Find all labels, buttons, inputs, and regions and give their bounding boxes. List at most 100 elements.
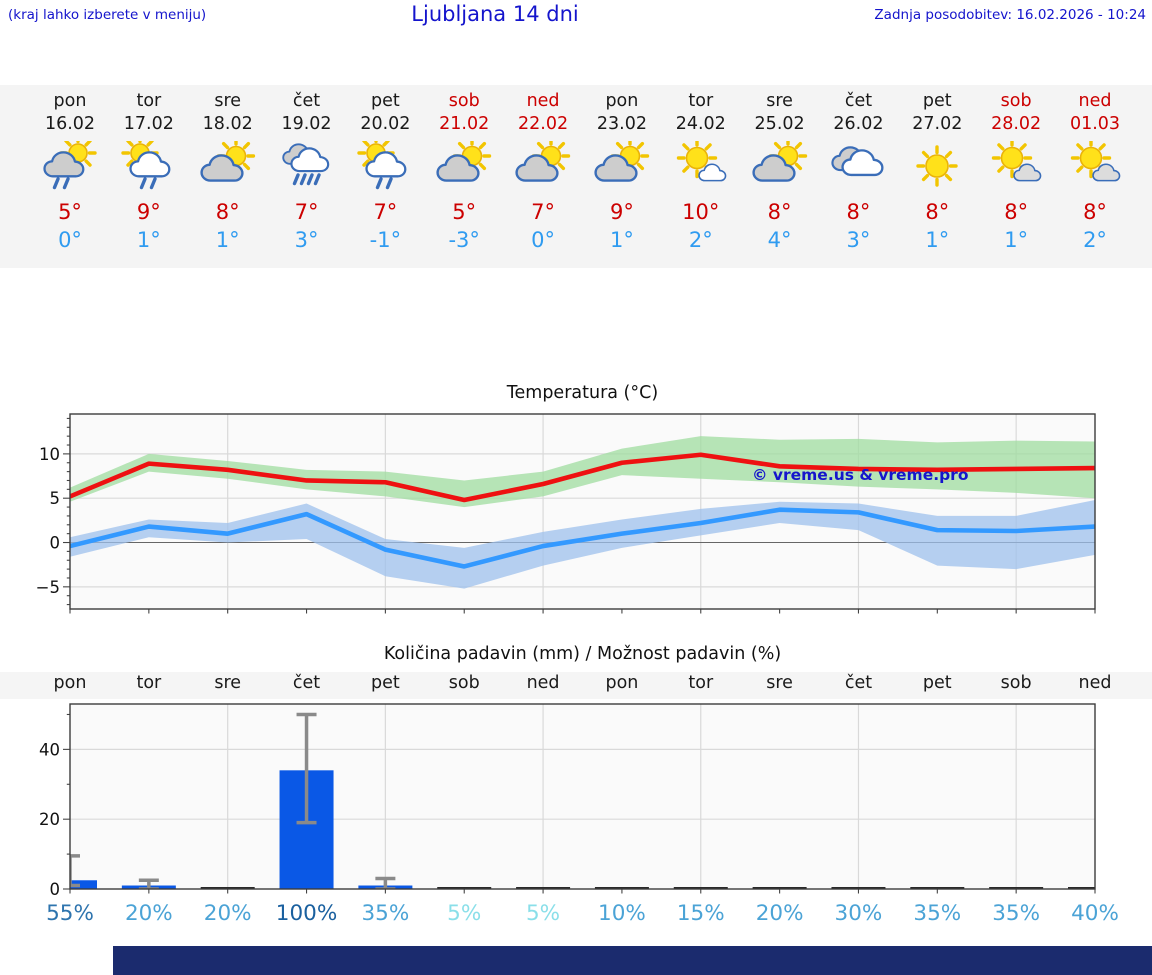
forecast-day: ned 01.03 8° 2° xyxy=(1052,90,1138,254)
day-name: pet xyxy=(922,91,952,111)
day-date: 22.02 xyxy=(518,114,569,134)
weather-icon-cell xyxy=(894,141,980,193)
day-name: tor xyxy=(688,91,714,111)
precip-day-labels: pon tor sre čet pet sob ned pon tor sre čet pet sob n… xyxy=(0,672,1152,699)
weather-icon-cell xyxy=(185,136,271,193)
precip-day-label: tor xyxy=(688,673,714,693)
precip-probability: 35% xyxy=(913,901,962,926)
day-name: čet xyxy=(844,91,873,111)
precip-probability: 5% xyxy=(447,901,482,926)
forecast-day: čet 26.02 8° 3° xyxy=(815,90,901,254)
day-name: ned xyxy=(1078,91,1112,111)
weather-icon-cell xyxy=(421,136,507,193)
precip-day-label: čet xyxy=(844,673,873,693)
precipitation-chart-title: Količina padavin (mm) / Možnost padavin … xyxy=(383,644,782,664)
day-name: sre xyxy=(214,91,242,111)
forecast-day: sre 25.02 8° 4° xyxy=(737,90,823,254)
forecast-day: pon 16.02 5° 0° xyxy=(27,90,113,254)
precip-probability: 20% xyxy=(755,901,804,926)
sun-smallcloud-gray-icon xyxy=(991,137,1042,182)
day-name: sre xyxy=(766,91,793,111)
precip-day-label: sre xyxy=(766,673,793,693)
temp-max: 10° xyxy=(682,200,720,224)
sun-cloud-gray-icon xyxy=(752,136,807,182)
precip-probability-row: 55% 20% 20% 100% 35% 5% 5% 10% 15% 20% 30% 35% 35% 40… xyxy=(0,901,1152,931)
temperature-chart: © vreme.us & vreme.pro −5 0 5 10 xyxy=(0,408,1152,618)
day-name: čet xyxy=(292,91,321,111)
weather-icon-cell xyxy=(815,141,901,193)
forecast-day: sob 21.02 5° -3° xyxy=(421,90,507,254)
day-date: 16.02 xyxy=(44,114,96,134)
weather-icon-cell xyxy=(1052,137,1138,193)
temperature-chart-title: Temperatura (°C) xyxy=(506,383,659,403)
temp-min: -3° xyxy=(448,228,480,252)
precip-day-label: ned xyxy=(1078,673,1112,693)
precip-probability: 30% xyxy=(834,901,883,926)
forecast-day: čet 19.02 7° 3° xyxy=(264,90,350,254)
day-date: 27.02 xyxy=(912,114,963,134)
temp-min: -1° xyxy=(369,228,402,252)
sun-smallcloud-gray-icon xyxy=(1070,137,1121,182)
day-name: tor xyxy=(136,91,162,111)
forecast-day: pet 27.02 8° 1° xyxy=(894,90,980,254)
temp-max: 9° xyxy=(136,200,161,224)
weather-icon-cell xyxy=(106,134,192,193)
precip-day-label: čet xyxy=(292,673,321,693)
sun-smallcloud-white-icon xyxy=(676,137,727,182)
weather-icon-cell xyxy=(737,136,823,193)
temp-min: 0° xyxy=(531,228,555,252)
precip-probability: 35% xyxy=(361,901,410,926)
svg-text:−5: −5 xyxy=(36,578,60,597)
sun-cloud-rain-white-icon xyxy=(357,134,407,190)
svg-text:40: 40 xyxy=(39,740,60,759)
footer-bar xyxy=(113,946,1152,975)
temp-max: 9° xyxy=(609,200,634,224)
temp-max: 8° xyxy=(215,200,240,224)
choose-place-link[interactable]: (kraj lahko izberete v meniju) xyxy=(8,7,207,23)
forecast-strip: pon 16.02 5° 0° tor 17.02 9° 1° sre 18.02 8° 1° čet 1… xyxy=(0,85,1152,268)
temp-min: 3° xyxy=(846,228,871,252)
forecast-day: ned 22.02 7° 0° xyxy=(500,90,586,254)
forecast-day: tor 24.02 10° 2° xyxy=(658,90,744,254)
watermark: © vreme.us & vreme.pro xyxy=(752,466,968,484)
day-date: 17.02 xyxy=(123,114,174,134)
weather-icon-cell xyxy=(658,137,744,193)
temp-min: 1° xyxy=(215,228,240,252)
sun-cloud-gray-icon xyxy=(200,136,255,182)
temp-max: 8° xyxy=(767,200,792,224)
sun-cloud-gray-icon xyxy=(515,136,571,182)
day-name: pon xyxy=(53,91,87,111)
forecast-day: pon 23.02 9° 1° xyxy=(579,90,665,254)
svg-text:20: 20 xyxy=(39,810,60,829)
sun-cloud-gray-icon xyxy=(436,136,492,182)
temp-min: 4° xyxy=(767,228,792,252)
day-name: pon xyxy=(605,91,639,111)
weather-icon-cell xyxy=(264,141,350,193)
temp-min: 1° xyxy=(136,228,161,252)
day-date: 01.03 xyxy=(1069,114,1121,134)
precip-day-label: ned xyxy=(526,673,560,693)
temp-min: 1° xyxy=(925,228,950,252)
day-name: ned xyxy=(526,91,560,111)
precip-probability: 10% xyxy=(598,901,646,926)
svg-text:10: 10 xyxy=(39,445,60,464)
weather-icon-cell xyxy=(500,136,586,193)
day-date: 26.02 xyxy=(833,114,884,134)
precip-probability: 15% xyxy=(676,901,725,926)
weather-icon-cell xyxy=(973,137,1059,193)
temp-max: 8° xyxy=(846,200,871,224)
day-name: sob xyxy=(448,91,480,111)
rain-heavy-icon xyxy=(281,143,329,186)
temp-max: 5° xyxy=(58,200,82,224)
day-date: 18.02 xyxy=(202,114,253,134)
day-date: 28.02 xyxy=(991,114,1042,134)
precip-day-label: pet xyxy=(371,673,400,693)
precip-probability: 35% xyxy=(992,901,1041,926)
weather-icon-cell xyxy=(27,134,113,193)
last-update-label: Zadnja posodobitev: 16.02.2026 - 10:24 xyxy=(874,7,1146,23)
temp-max: 8° xyxy=(1083,200,1107,224)
temp-min: 2° xyxy=(688,228,713,252)
precipitation-chart: 0 20 40 xyxy=(0,698,1152,903)
day-date: 20.02 xyxy=(360,114,411,134)
temp-max: 7° xyxy=(294,200,319,224)
